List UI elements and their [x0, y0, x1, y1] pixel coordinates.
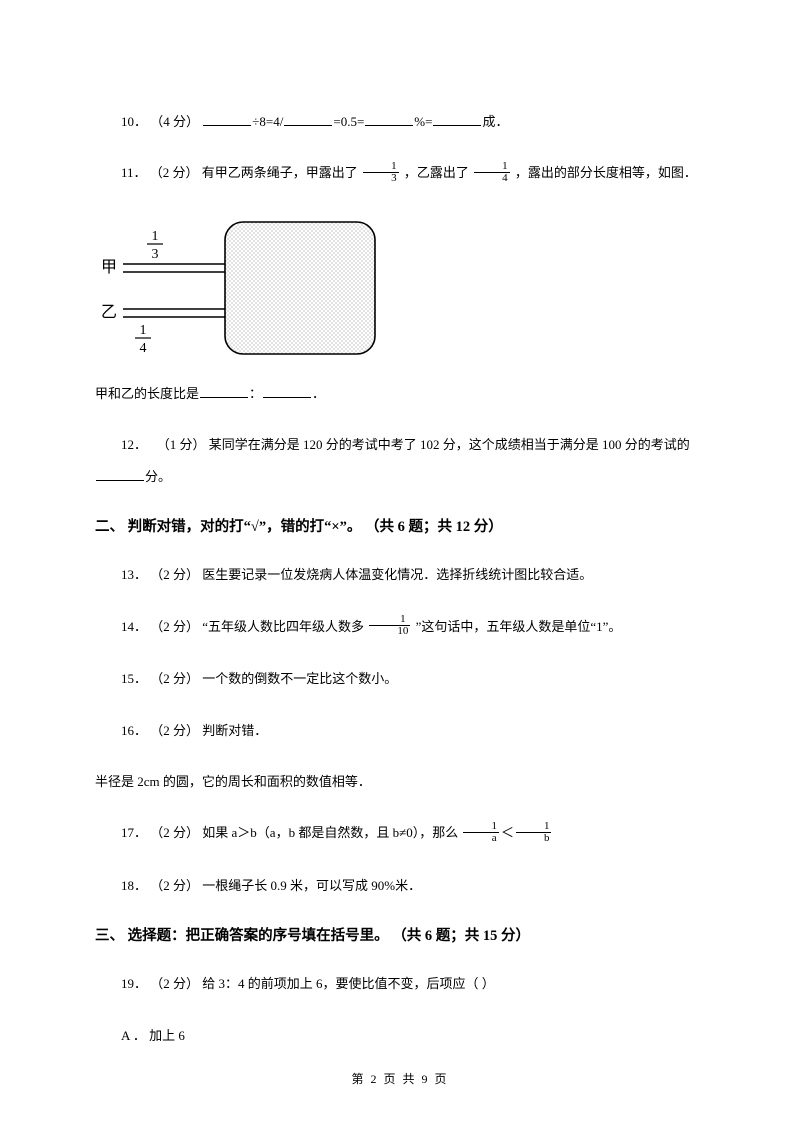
question-18: 18． （2 分） 一根绳子长 0.9 米，可以写成 90%米．: [95, 874, 705, 897]
q-points: （2 分）: [150, 671, 199, 686]
text: 一个数的倒数不一定比这个数小。: [202, 671, 397, 686]
q-points: （2 分）: [150, 825, 199, 840]
fraction: 13: [363, 161, 399, 184]
q-number: 15．: [121, 671, 147, 686]
text: “五年级人数比四年级人数多: [202, 619, 367, 634]
text: ÷8=4/: [252, 114, 283, 129]
text: ”这句话中，五年级人数是单位“1”。: [416, 619, 622, 634]
text: 分。: [145, 469, 171, 484]
fraction: 1a: [463, 821, 499, 844]
question-13: 13． （2 分） 医生要记录一位发烧病人体温变化情况．选择折线统计图比较合适。: [95, 563, 705, 586]
text: 有甲乙两条绳子，甲露出了: [202, 165, 361, 180]
text: 一根绳子长 0.9 米，可以写成 90%米．: [202, 878, 421, 893]
text: ，乙露出了: [404, 165, 472, 180]
text: 如果 a＞b（a，b 都是自然数，且 b≠0），那么: [202, 825, 461, 840]
question-16-line2: 半径是 2cm 的圆，它的周长和面积的数值相等．: [95, 770, 705, 793]
q-points: （2 分）: [150, 567, 199, 582]
fraction: 14: [474, 161, 510, 184]
text: ，露出的部分长度相等，如图．: [515, 165, 697, 180]
svg-text:3: 3: [152, 247, 159, 262]
page-footer: 第 2 页 共 9 页: [0, 1070, 800, 1087]
question-10: 10． （4 分） ÷8=4/ =0.5= %= 成．: [95, 110, 705, 133]
fill-blank[interactable]: [284, 112, 332, 126]
question-14: 14． （2 分） “五年级人数比四年级人数多 110 ”这句话中，五年级人数是…: [95, 615, 705, 640]
question-12-cont: 分。: [95, 465, 705, 488]
q-points: （2 分）: [150, 976, 199, 991]
question-19: 19． （2 分） 给 3：4 的前项加上 6，要使比值不变，后项应（ ）: [95, 972, 705, 995]
q-number: 19．: [121, 976, 147, 991]
text: 某同学在满分是 120 分的考试中考了 102 分，这个成绩相当于满分是 100…: [209, 437, 690, 452]
rope-diagram: 甲 乙 1 3 1 4: [95, 214, 705, 364]
q-points: （2 分）: [150, 165, 199, 180]
text: 医生要记录一位发烧病人体温变化情况．选择折线统计图比较合适。: [202, 567, 592, 582]
label-jia: 甲: [101, 259, 117, 276]
text: ：: [249, 386, 262, 401]
fill-blank[interactable]: [203, 112, 251, 126]
q-number: 13．: [121, 567, 147, 582]
question-17: 17． （2 分） 如果 a＞b（a，b 都是自然数，且 b≠0），那么 1a＜…: [95, 821, 705, 846]
text: ＜: [501, 825, 514, 840]
q-number: 18．: [121, 878, 147, 893]
fraction: 1b: [516, 821, 552, 844]
fill-blank[interactable]: [200, 384, 248, 398]
q-points: （2 分）: [150, 878, 199, 893]
text: %=: [414, 114, 432, 129]
text: ．: [312, 386, 325, 401]
text: 判断对错．: [202, 723, 267, 738]
fill-blank[interactable]: [96, 467, 144, 481]
fill-blank[interactable]: [365, 112, 413, 126]
section-3-title: 三、 选择题：把正确答案的序号填在括号里。 （共 6 题；共 15 分）: [95, 925, 705, 948]
q-number: 10．: [121, 114, 147, 129]
section-2-title: 二、 判断对错，对的打“√”，错的打“×”。 （共 6 题；共 12 分）: [95, 516, 705, 539]
fill-blank[interactable]: [433, 112, 481, 126]
q-points: （2 分）: [150, 619, 199, 634]
svg-text:1: 1: [152, 229, 159, 244]
q-points: （1 分）: [157, 437, 206, 452]
svg-text:4: 4: [140, 341, 147, 356]
q-number: 14．: [121, 619, 147, 634]
text: 甲和乙的长度比是: [95, 386, 199, 401]
question-11-after: 甲和乙的长度比是 ： ．: [95, 382, 705, 405]
question-12: 12． （1 分） 某同学在满分是 120 分的考试中考了 102 分，这个成绩…: [95, 433, 705, 456]
svg-text:1: 1: [140, 323, 147, 338]
question-11: 11． （2 分） 有甲乙两条绳子，甲露出了 13 ，乙露出了 14 ，露出的部…: [95, 161, 705, 186]
text: =0.5=: [333, 114, 364, 129]
text: 给 3：4 的前项加上 6，要使比值不变，后项应（ ）: [202, 976, 495, 991]
question-16: 16． （2 分） 判断对错．: [95, 719, 705, 742]
fraction: 110: [369, 614, 410, 637]
q-number: 11．: [121, 165, 147, 180]
question-15: 15． （2 分） 一个数的倒数不一定比这个数小。: [95, 667, 705, 690]
q-points: （4 分）: [150, 114, 199, 129]
label-yi: 乙: [101, 304, 117, 321]
option-a[interactable]: A ． 加上 6: [95, 1024, 705, 1047]
q-points: （2 分）: [150, 723, 199, 738]
text: 成．: [482, 114, 508, 129]
q-number: 16．: [121, 723, 147, 738]
text: A ． 加上 6: [121, 1028, 185, 1043]
fill-blank[interactable]: [263, 384, 311, 398]
q-number: 12．: [121, 437, 147, 452]
q-number: 17．: [121, 825, 147, 840]
